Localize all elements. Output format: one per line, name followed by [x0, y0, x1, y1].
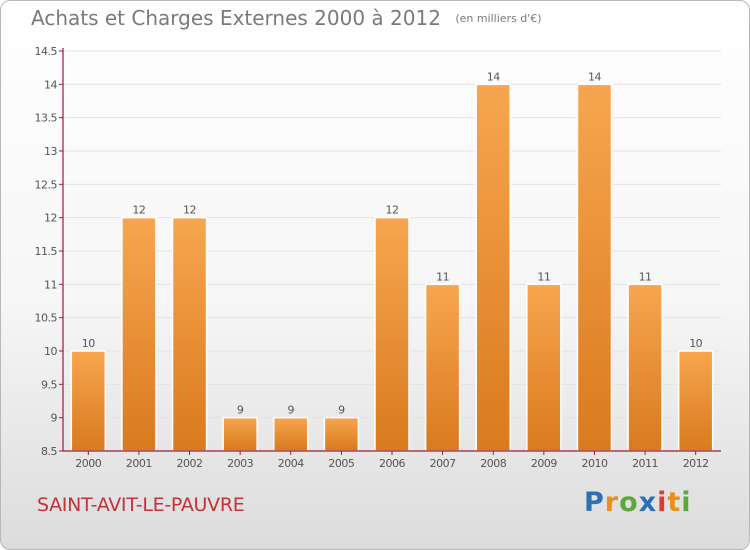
bar [475, 83, 511, 452]
logo-letter: x [638, 487, 658, 518]
data-label: 10 [689, 337, 702, 350]
bar [627, 283, 663, 452]
y-tick-label: 11.5 [35, 245, 58, 258]
y-tick-label: 14.5 [35, 45, 58, 58]
data-label: 11 [436, 270, 449, 283]
logo-letter: t [667, 487, 682, 518]
bar [222, 416, 258, 452]
axes [59, 48, 721, 455]
x-tick-label: 2000 [75, 457, 101, 470]
x-tick-label: 2011 [632, 457, 658, 470]
bar [273, 416, 309, 452]
y-tick-label: 9.5 [41, 378, 57, 391]
x-tick-label: 2006 [379, 457, 405, 470]
data-label: 10 [82, 337, 95, 350]
bar [526, 283, 562, 452]
chart-title-text: Achats et Charges Externes 2000 à 2012 [31, 6, 441, 30]
bar [424, 283, 461, 452]
data-label: 9 [338, 404, 345, 417]
bars [70, 83, 714, 452]
data-label: 11 [639, 270, 652, 283]
y-tick-label: 13.5 [35, 112, 58, 125]
data-label: 9 [288, 404, 295, 417]
labels: 8.5 9 9.5 10 10.5 11 11.5 12 12.5 13 13.5 14 14.5 10 2… [35, 45, 710, 470]
y-tick-label: 12.5 [35, 178, 58, 191]
y-tick-label: 9 [51, 412, 58, 425]
y-tick-label: 12 [44, 212, 57, 225]
y-tick-label: 11 [44, 278, 57, 291]
data-label: 14 [588, 70, 601, 83]
data-label: 12 [386, 204, 399, 217]
proxiti-logo: Proxiti [584, 487, 692, 518]
data-label: 12 [183, 204, 196, 217]
bar [323, 416, 360, 452]
bar [677, 350, 714, 452]
y-tick-label: 13 [44, 145, 57, 158]
x-tick-label: 2002 [177, 457, 203, 470]
logo-letter: o [619, 487, 639, 518]
data-label: 12 [132, 204, 145, 217]
bar [171, 216, 208, 452]
logo-letter: i [657, 487, 668, 518]
x-tick-label: 2012 [683, 457, 709, 470]
place-name: SAINT-AVIT-LE-PAUVRE [37, 494, 245, 516]
y-tick-label: 8.5 [41, 445, 57, 458]
bar [121, 216, 157, 452]
bar [576, 83, 613, 452]
x-tick-label: 2005 [328, 457, 354, 470]
bar [374, 216, 410, 452]
x-tick-label: 2007 [430, 457, 456, 470]
x-tick-label: 2004 [278, 457, 304, 470]
y-tick-label: 10.5 [35, 312, 58, 325]
logo-letter: r [604, 487, 620, 518]
x-tick-label: 2003 [227, 457, 253, 470]
bar [70, 350, 107, 452]
y-tick-label: 14 [44, 78, 57, 91]
x-tick-label: 2001 [126, 457, 152, 470]
x-tick-label: 2010 [581, 457, 607, 470]
chart-subtitle: (en milliers d'€) [455, 12, 542, 25]
data-label: 14 [487, 70, 500, 83]
y-tick-label: 10 [44, 345, 57, 358]
data-label: 11 [537, 270, 550, 283]
logo-letter: i [681, 487, 692, 518]
logo-letter: P [584, 487, 605, 518]
x-tick-label: 2008 [480, 457, 506, 470]
data-label: 9 [237, 404, 244, 417]
chart-title: Achats et Charges Externes 2000 à 2012 (… [31, 6, 542, 30]
x-tick-label: 2009 [531, 457, 557, 470]
